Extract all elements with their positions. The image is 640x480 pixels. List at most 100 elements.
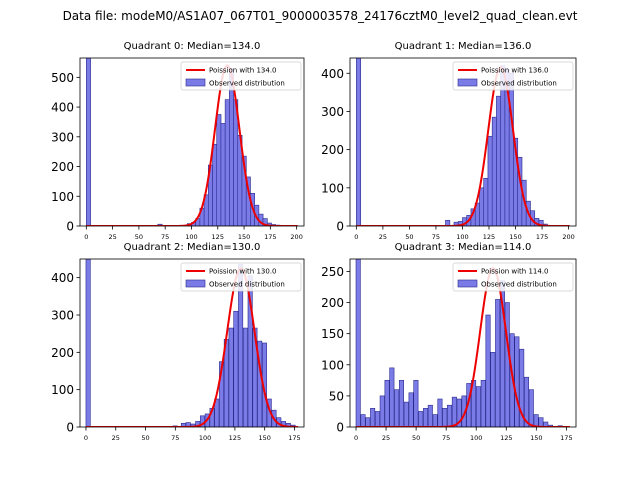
chart-title: Quadrant 2: Median=130.0 <box>124 242 261 253</box>
x-tick-label: 125 <box>229 434 241 442</box>
x-tick-label: 25 <box>112 434 120 442</box>
y-tick-label: 150 <box>321 327 344 341</box>
legend: Poission with 134.0 Observed distribution <box>180 61 302 91</box>
histogram-bar <box>490 352 496 427</box>
x-tick-label: 50 <box>141 434 149 442</box>
x-tick-label: 75 <box>171 434 179 442</box>
histogram-bar <box>370 408 376 427</box>
legend-bar-swatch <box>185 279 206 288</box>
axes-frame <box>349 57 577 227</box>
histogram-bar <box>480 380 486 427</box>
histogram-bar <box>413 380 419 427</box>
x-tick-label: 25 <box>379 233 387 241</box>
histogram-bar <box>398 380 404 427</box>
histogram-bar <box>495 299 501 427</box>
x-tick-label: 100 <box>456 233 468 241</box>
y-tick-label: 250 <box>321 265 344 279</box>
x-tick-label: 175 <box>536 233 548 241</box>
x-tick-label: 50 <box>412 434 420 442</box>
histogram-bar <box>451 396 457 427</box>
y-tick-label: 100 <box>321 181 344 195</box>
figure-title: Data file: modeM0/AS1A07_067T01_90000035… <box>63 9 578 23</box>
legend-label-observed: Observed distribution <box>209 80 285 88</box>
histogram-bar <box>214 398 220 427</box>
y-tick-label: 200 <box>321 143 344 157</box>
poisson-curve <box>356 66 570 226</box>
x-tick-label: 0 <box>354 434 358 442</box>
histogram-bar <box>418 411 424 427</box>
histogram-bar <box>528 389 534 427</box>
x-tick-label: 100 <box>199 434 211 442</box>
quadrant-3-chart: Quadrant 3: Median=114.0 0 25 50 75 100 125 150… <box>321 242 577 442</box>
histogram-bar <box>262 218 268 226</box>
histogram-bar <box>442 408 448 427</box>
legend-label-poisson: Poission with 136.0 <box>481 67 549 75</box>
y-tick-label: 400 <box>51 271 74 285</box>
histogram-bar <box>374 411 380 427</box>
chart-title: Quadrant 3: Median=114.0 <box>395 242 532 253</box>
y-tick-label: 0 <box>336 421 344 435</box>
histogram-bar <box>229 68 234 226</box>
histogram-bar <box>220 123 226 226</box>
histogram-bar <box>242 327 248 427</box>
x-tick-label: 150 <box>509 233 521 241</box>
x-tick-label: 0 <box>354 233 358 241</box>
legend-label-poisson: Poission with 114.0 <box>481 268 549 276</box>
legend-label-observed: Observed distribution <box>481 80 557 88</box>
y-tick-label: 100 <box>51 383 74 397</box>
histogram-bar <box>475 386 481 427</box>
x-tick-label: 75 <box>442 434 450 442</box>
legend-label-observed: Observed distribution <box>481 281 557 289</box>
x-tick-label: 50 <box>405 233 413 241</box>
legend-bar-swatch <box>457 279 478 288</box>
histogram-bar <box>228 327 234 427</box>
chart-title: Quadrant 0: Median=134.0 <box>124 41 261 52</box>
histogram-bar <box>496 95 502 226</box>
histogram-bar <box>437 398 443 427</box>
legend-box <box>452 61 574 91</box>
legend-box <box>180 61 302 91</box>
histogram-bar <box>384 380 390 427</box>
histogram-bar <box>408 392 414 427</box>
x-tick-label: 200 <box>290 233 302 241</box>
poisson-curve <box>86 64 298 226</box>
legend: Poission with 114.0 Observed distribution <box>452 262 574 292</box>
x-tick-label: 175 <box>288 434 300 442</box>
histogram-bar <box>487 135 493 226</box>
y-tick-label: 100 <box>321 358 344 372</box>
y-tick-label: 200 <box>321 296 344 310</box>
histogram-bar <box>355 259 361 427</box>
y-tick-label: 0 <box>66 220 74 234</box>
quadrant-2-chart: Quadrant 2: Median=130.0 0 25 50 75 100 125 150… <box>51 242 305 442</box>
histogram-bar <box>423 408 429 427</box>
histogram-bar <box>508 72 514 226</box>
x-tick-label: 100 <box>185 233 197 241</box>
legend-box <box>452 262 574 292</box>
histogram-bar <box>233 310 239 427</box>
histogram-bar <box>479 187 485 226</box>
histogram-bar <box>356 58 362 226</box>
histogram-bar <box>360 414 366 427</box>
x-tick-label: 75 <box>432 233 440 241</box>
histogram-bar <box>86 58 91 226</box>
histogram-bar <box>538 417 544 427</box>
y-tick-label: 300 <box>321 105 344 119</box>
x-tick-label: 175 <box>264 233 276 241</box>
histogram-bar <box>519 348 525 427</box>
legend: Poission with 130.0 Observed distribution <box>180 262 302 292</box>
y-tick-label: 300 <box>51 130 74 144</box>
histogram-bar <box>456 398 462 427</box>
histogram-bar <box>216 114 222 226</box>
chart-panels: Quadrant 0: Median=134.0 0 25 50 75 100 125 150… <box>51 41 577 442</box>
y-tick-label: 400 <box>51 101 74 115</box>
histogram-bar <box>514 336 520 427</box>
legend-label-observed: Observed distribution <box>209 281 285 289</box>
x-tick-label: 125 <box>212 233 224 241</box>
histogram-bar <box>403 401 409 427</box>
y-tick-label: 200 <box>51 160 74 174</box>
legend-bar-swatch <box>185 78 206 87</box>
histogram-bar <box>389 367 395 427</box>
x-tick-label: 125 <box>500 434 512 442</box>
histogram-bar <box>365 417 371 427</box>
